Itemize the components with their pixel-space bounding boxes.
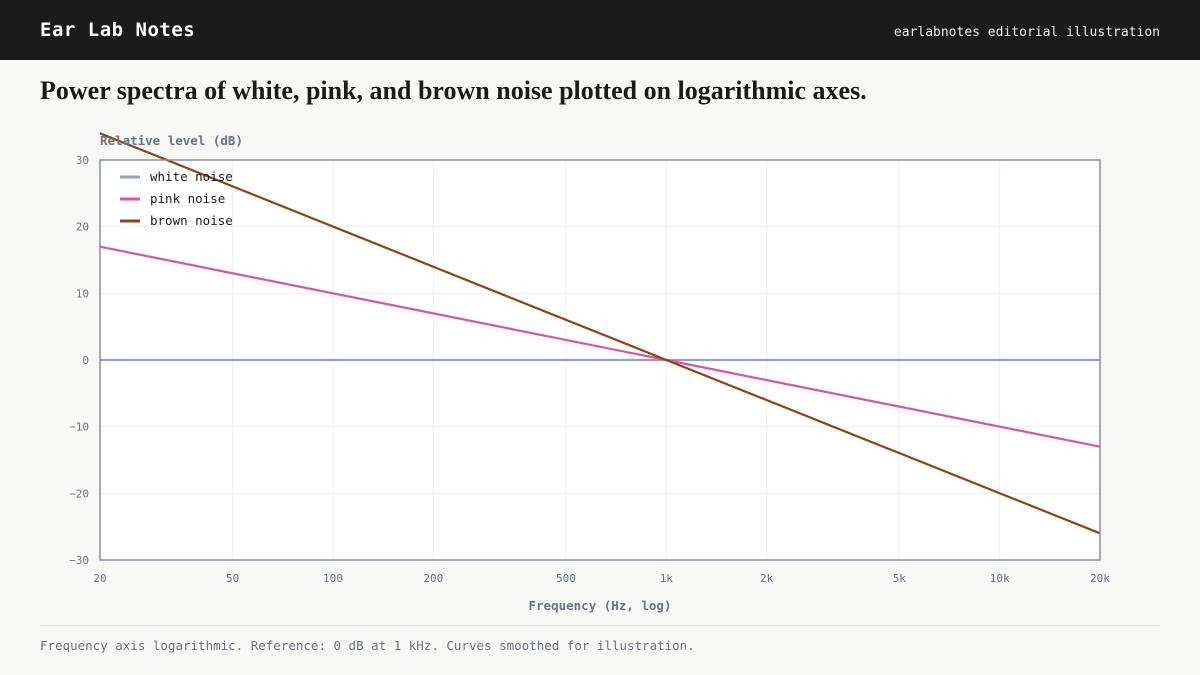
plot-frame [99,159,1101,561]
legend-label: white noise [150,169,233,184]
x-axis-title: Frequency (Hz, log) [529,598,672,613]
x-tick-label: 1k [660,572,674,585]
y-tick-label: 20 [76,221,89,234]
footnote-divider [40,625,1160,626]
footnote: Frequency axis logarithmic. Reference: 0… [40,638,695,653]
x-tick-label: 500 [556,572,576,585]
x-tick-label: 2k [760,572,774,585]
y-tick-label: 0 [82,354,89,367]
top-bar: Ear Lab Notes earlabnotes editorial illu… [0,0,1200,60]
x-tick-label: 10k [990,572,1010,585]
y-tick-label: −10 [69,421,89,434]
legend-label: pink noise [150,191,225,206]
x-tick-label: 20k [1090,572,1110,585]
legend-label: brown noise [150,213,233,228]
y-tick-label: 10 [76,287,89,300]
x-tick-label: 5k [893,572,907,585]
y-tick-label: 30 [76,154,89,167]
y-tick-label: −20 [69,487,89,500]
brand-title[interactable]: Ear Lab Notes [40,19,196,41]
y-tick-label: −30 [69,554,89,567]
series-line-brown-noise [99,132,1101,535]
tagline: earlabnotes editorial illustration [893,25,1160,40]
x-tick-label: 200 [423,572,443,585]
headline: Power spectra of white, pink, and brown … [40,76,867,105]
y-axis-title: Relative level (dB) [100,133,243,148]
x-tick-label: 100 [323,572,343,585]
x-tick-label: 50 [226,572,239,585]
x-tick-label: 20 [93,572,106,585]
